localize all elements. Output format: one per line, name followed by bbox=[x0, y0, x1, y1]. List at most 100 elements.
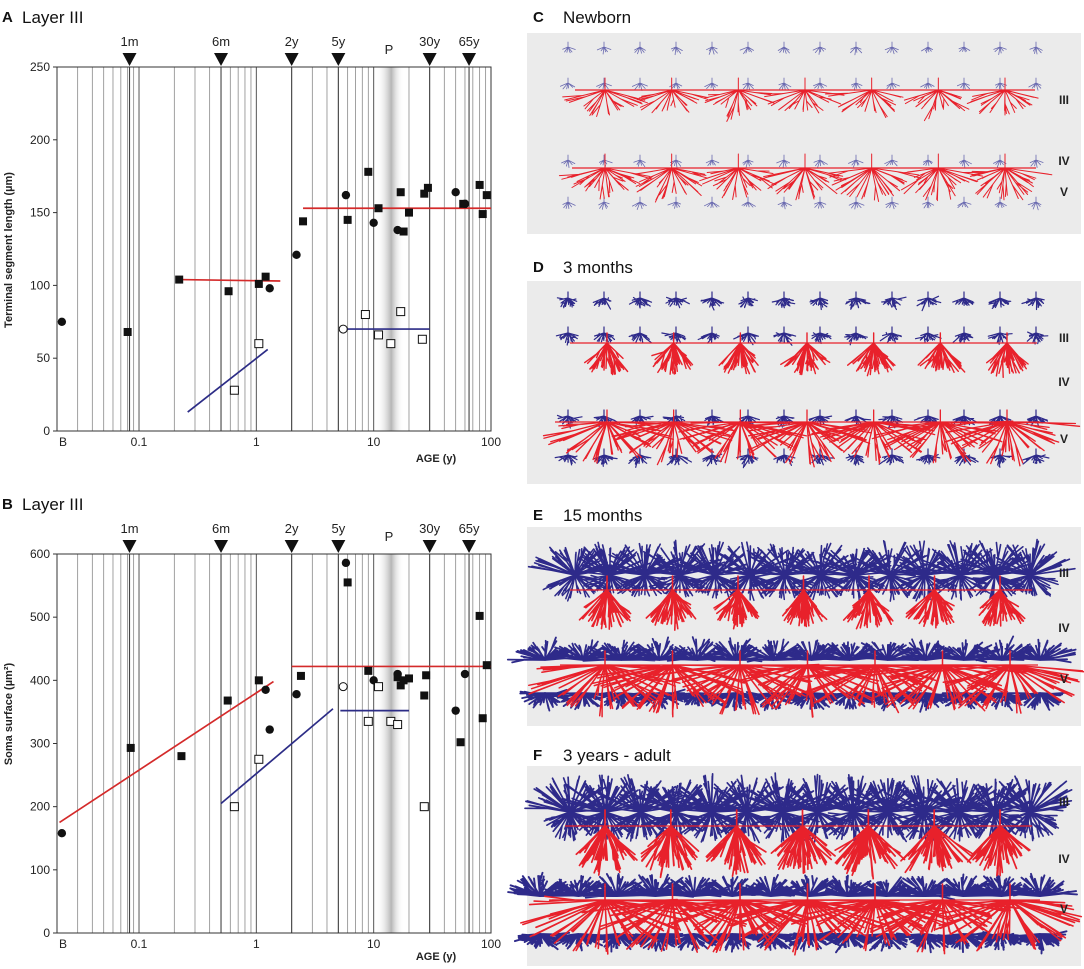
diagram-d-small-blue-neuron bbox=[555, 326, 579, 346]
diagram-d-small-blue-neuron bbox=[775, 409, 795, 428]
chart-b-point-open-square bbox=[254, 754, 264, 764]
diagram-e-blue-neuron bbox=[928, 574, 991, 601]
diagram-c-title: Newborn bbox=[563, 8, 631, 27]
diagram-d-layer-iv: IV bbox=[1058, 375, 1069, 389]
diagram-c-red-neuron bbox=[758, 153, 847, 201]
chart-b: B Layer III Soma surface (µm²) AGE (y) 0… bbox=[2, 495, 501, 963]
diagram-c-small-blue-neuron bbox=[993, 41, 1007, 55]
diagram-c-red-neuron bbox=[699, 153, 777, 200]
chart-b-age-marker-triangle bbox=[122, 540, 137, 553]
chart-b-point-open-square bbox=[229, 802, 239, 812]
diagram-c-small-blue-neuron bbox=[814, 196, 827, 209]
diagram-c-small-blue-neuron bbox=[560, 77, 576, 90]
diagram-c-small-blue-neuron bbox=[562, 196, 576, 209]
chart-b-age-marker-label: 30y bbox=[419, 521, 440, 536]
diagram-e-red-neuron bbox=[590, 650, 763, 718]
diagram-e-red-neuron bbox=[978, 575, 1026, 627]
chart-a-age-marker-triangle bbox=[284, 53, 299, 66]
chart-b-fit-line bbox=[59, 680, 274, 824]
diagram-d-small-blue-neuron bbox=[989, 409, 1012, 430]
diagram-d-small-blue-neuron bbox=[845, 448, 865, 466]
chart-b-age-marker-label: 5y bbox=[331, 521, 345, 536]
diagram-c-small-blue-neuron bbox=[884, 41, 899, 55]
chart-a-age-marker-label: 6m bbox=[212, 34, 230, 49]
diagram-d-small-blue-neuron bbox=[811, 326, 832, 344]
chart-b-point-filled-square bbox=[364, 666, 373, 675]
diagram-d-small-blue-neuron bbox=[738, 409, 760, 429]
diagram-f-red-neuron bbox=[640, 809, 700, 879]
diagram-d-small-blue-neuron bbox=[988, 291, 1012, 309]
chart-b-point-filled-square bbox=[223, 696, 232, 705]
chart-b-puberty-label: P bbox=[385, 529, 394, 544]
chart-a-xtick-label: 10 bbox=[367, 435, 381, 449]
diagram-d-small-blue-neuron bbox=[845, 291, 871, 310]
diagram-d-small-blue-neuron bbox=[733, 326, 759, 346]
diagram-c-small-blue-neuron bbox=[670, 154, 682, 169]
diagram-d-small-blue-neuron bbox=[1026, 409, 1049, 427]
chart-b-point-filled-square bbox=[343, 578, 352, 587]
chart-b-point-filled-square bbox=[126, 743, 135, 752]
chart-b-age-marker-triangle bbox=[284, 540, 299, 553]
chart-a: A Layer III Terminal segment length (µm)… bbox=[2, 8, 501, 465]
chart-b-age-marker-label: 6m bbox=[212, 521, 230, 536]
chart-a-point-filled-circle bbox=[341, 190, 351, 200]
diagram-c-small-blue-neuron bbox=[813, 77, 827, 89]
diagram-c-small-blue-neuron bbox=[958, 41, 971, 53]
diagram-e-15-months: E 15 months III IV V bbox=[506, 506, 1084, 726]
diagram-d-layer-v: V bbox=[1060, 432, 1068, 446]
chart-a-age-marker-triangle bbox=[214, 53, 229, 66]
diagram-c-small-blue-neuron bbox=[598, 196, 610, 210]
diagram-d-red-neuron bbox=[611, 409, 737, 466]
diagram-f-red-neuron bbox=[705, 809, 767, 878]
diagram-c-small-blue-neuron bbox=[742, 154, 754, 168]
chart-a-point-filled-circle bbox=[460, 199, 470, 209]
chart-b-point-filled-circle bbox=[451, 706, 460, 715]
chart-a-puberty-label: P bbox=[385, 42, 394, 57]
diagram-e-blue-neuron bbox=[989, 538, 1076, 576]
diagram-c-small-blue-neuron bbox=[596, 77, 612, 90]
chart-b-point-filled-square bbox=[399, 676, 408, 685]
chart-b-ylabel: Soma surface (µm²) bbox=[3, 663, 15, 766]
chart-a-point-filled-square bbox=[423, 183, 432, 192]
chart-a-ytick-label: 100 bbox=[30, 278, 50, 292]
chart-a-point-open-square bbox=[386, 339, 396, 349]
diagram-e-title: 15 months bbox=[563, 506, 642, 525]
chart-a-point-filled-square bbox=[482, 191, 491, 200]
diagram-c-small-blue-neuron bbox=[922, 196, 935, 209]
chart-a-age-marker-label: 30y bbox=[419, 34, 440, 49]
chart-a-age-marker-label: 65y bbox=[459, 34, 480, 49]
diagram-d-red-neuron bbox=[718, 332, 759, 375]
diagram-d-small-blue-neuron bbox=[881, 291, 907, 311]
chart-a-ylabel: Terminal segment length (µm) bbox=[3, 172, 15, 328]
diagram-c-layer-iv: IV bbox=[1058, 154, 1069, 168]
chart-a-fit-line bbox=[179, 278, 281, 282]
chart-b-ytick-label: 200 bbox=[30, 800, 50, 814]
chart-b-xtick-label: B bbox=[59, 937, 67, 951]
diagram-c-small-blue-neuron bbox=[886, 77, 900, 90]
diagram-d-small-blue-neuron bbox=[697, 326, 720, 344]
chart-b-fit-line bbox=[220, 708, 334, 805]
chart-a-point-open-square bbox=[396, 307, 406, 317]
diagram-d-neurons bbox=[542, 291, 1081, 469]
diagram-c-small-blue-neuron bbox=[705, 154, 720, 167]
diagram-d-red-neuron bbox=[584, 332, 629, 376]
diagram-d-red-neuron bbox=[847, 332, 896, 377]
diagram-e-blue-neuron bbox=[617, 574, 669, 598]
diagram-c-small-blue-neuron bbox=[562, 41, 576, 54]
chart-b-point-open-square bbox=[374, 682, 384, 692]
diagram-d-small-blue-neuron bbox=[554, 448, 578, 466]
chart-a-point-filled-circle bbox=[292, 250, 301, 260]
diagram-c-small-blue-neuron bbox=[671, 41, 683, 56]
diagram-c-small-blue-neuron bbox=[993, 154, 1007, 168]
chart-a-point-filled-square bbox=[404, 208, 413, 217]
diagram-d-small-blue-neuron bbox=[914, 326, 942, 343]
diagram-c-small-blue-neuron bbox=[777, 41, 790, 54]
diagram-c-small-blue-neuron bbox=[632, 77, 648, 91]
diagram-d-small-blue-neuron bbox=[878, 448, 904, 466]
diagram-d-title: 3 months bbox=[563, 258, 633, 277]
chart-a-age-marker-triangle bbox=[462, 53, 477, 66]
chart-a-point-filled-square bbox=[374, 204, 383, 213]
chart-a-fit-line bbox=[187, 348, 269, 413]
chart-a-point-filled-square bbox=[475, 180, 484, 189]
diagram-d-small-blue-neuron bbox=[628, 326, 653, 344]
